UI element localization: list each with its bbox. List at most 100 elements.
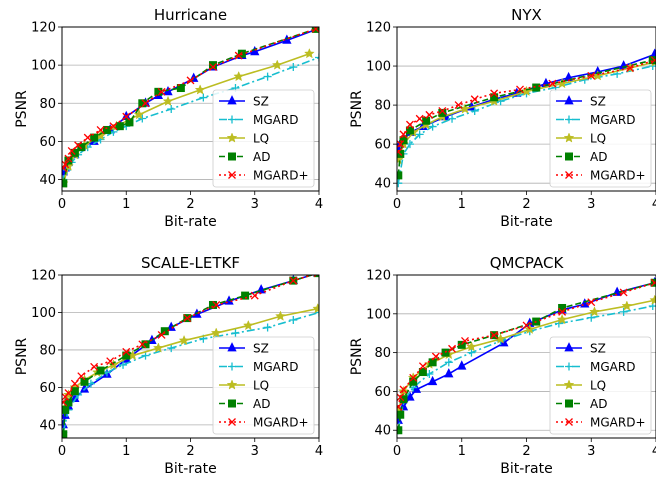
- data-point: [405, 120, 414, 129]
- data-point: [62, 430, 68, 438]
- data-point: [418, 362, 427, 371]
- y-tick-label: 60: [374, 138, 391, 153]
- data-point: [311, 27, 319, 33]
- data-point: [516, 85, 524, 94]
- x-tick-label: 4: [315, 197, 323, 212]
- data-point: [315, 53, 319, 62]
- data-point: [444, 368, 454, 378]
- data-point: [109, 122, 118, 131]
- y-tick-label: 40: [39, 173, 56, 188]
- chart-panel-3: 0 1 2 3 4 40 60 80 100 120 SCALE-LETKF Bit-rate PSNR…: [14, 254, 323, 477]
- data-point: [64, 398, 73, 407]
- data-point: [397, 426, 403, 435]
- data-point: [405, 126, 414, 135]
- legend-label: MGARD+: [253, 416, 309, 430]
- x-tick-label: 4: [652, 197, 656, 212]
- y-tick-label: 100: [31, 59, 56, 74]
- data-point: [80, 377, 89, 386]
- data-point: [592, 70, 604, 81]
- data-point: [312, 303, 319, 314]
- data-point: [650, 278, 656, 287]
- x-tick-label: 0: [393, 444, 401, 459]
- data-point: [167, 105, 176, 113]
- x-tick-label: 0: [58, 197, 66, 212]
- data-point: [133, 109, 145, 120]
- legend: SZ MGARD LQ AD MGARD+: [549, 89, 652, 188]
- data-point: [428, 122, 437, 131]
- legend-marker: [565, 399, 573, 408]
- legend-marker: [565, 152, 573, 161]
- data-point: [470, 95, 479, 104]
- data-point: [532, 83, 541, 92]
- data-point: [208, 61, 217, 70]
- data-point: [70, 379, 79, 388]
- data-point: [186, 76, 195, 85]
- legend-label: SZ: [253, 342, 269, 356]
- series-line-mgardplus: [62, 28, 317, 169]
- series-group: [62, 275, 319, 438]
- legend-label: MGARD+: [253, 169, 309, 183]
- series-line-ad: [62, 275, 315, 435]
- chart-panel-1: 0 1 2 3 4 40 60 80 100 120 Hurricane Bit-rate PSNR SZ…: [14, 6, 323, 230]
- legend-label: LQ: [590, 379, 606, 393]
- legend-marker: [565, 115, 573, 124]
- data-point: [397, 171, 403, 180]
- data-point: [162, 95, 174, 106]
- data-point: [64, 389, 73, 397]
- data-point: [74, 141, 83, 150]
- legend-label: SZ: [590, 95, 606, 109]
- data-point: [62, 179, 68, 188]
- x-axis-label: Bit-rate: [164, 461, 216, 477]
- x-tick-label: 4: [652, 444, 656, 459]
- data-point: [83, 133, 92, 142]
- y-tick-label: 80: [39, 343, 56, 358]
- data-point: [650, 48, 656, 58]
- series-line-mgardplus: [62, 275, 315, 403]
- y-tick-label: 40: [374, 177, 391, 192]
- legend-marker: [228, 362, 236, 371]
- data-point: [115, 122, 124, 131]
- y-axis-label: PSNR: [14, 337, 30, 375]
- legend-marker: [228, 418, 236, 426]
- data-point: [438, 106, 447, 115]
- legend-label: MGARD+: [590, 169, 646, 183]
- data-point: [303, 48, 315, 59]
- data-point: [490, 93, 499, 102]
- data-point: [399, 385, 408, 394]
- data-point: [138, 340, 147, 349]
- data-point: [62, 398, 68, 407]
- data-point: [427, 375, 438, 386]
- legend-label: MGARD: [253, 360, 298, 374]
- legend-box: [212, 89, 315, 188]
- legend-marker: [228, 171, 236, 179]
- y-tick-label: 100: [31, 306, 56, 321]
- legend-marker: [565, 362, 573, 371]
- data-point: [212, 301, 221, 309]
- data-point: [397, 393, 405, 402]
- data-point: [289, 63, 298, 72]
- panel-title: SCALE-LETKF: [141, 254, 240, 272]
- data-point: [231, 329, 240, 338]
- data-point: [626, 64, 635, 72]
- data-point: [397, 402, 403, 411]
- x-tick-label: 0: [393, 197, 401, 212]
- legend-marker: [228, 152, 236, 161]
- data-point: [275, 310, 286, 321]
- data-point: [619, 288, 628, 297]
- x-tick-label: 3: [251, 197, 259, 212]
- data-point: [62, 405, 70, 414]
- y-tick-label: 120: [31, 21, 56, 36]
- x-tick-label: 4: [315, 444, 323, 459]
- legend-marker: [563, 379, 575, 390]
- data-point: [64, 156, 73, 165]
- x-tick-label: 2: [522, 444, 530, 459]
- data-point: [242, 319, 254, 331]
- data-point: [183, 314, 192, 323]
- legend-marker: [228, 399, 236, 408]
- data-point: [556, 313, 568, 325]
- y-tick-label: 120: [31, 269, 56, 284]
- data-point: [467, 348, 476, 357]
- series-line-mgardplus: [397, 59, 655, 153]
- y-tick-label: 120: [366, 21, 391, 36]
